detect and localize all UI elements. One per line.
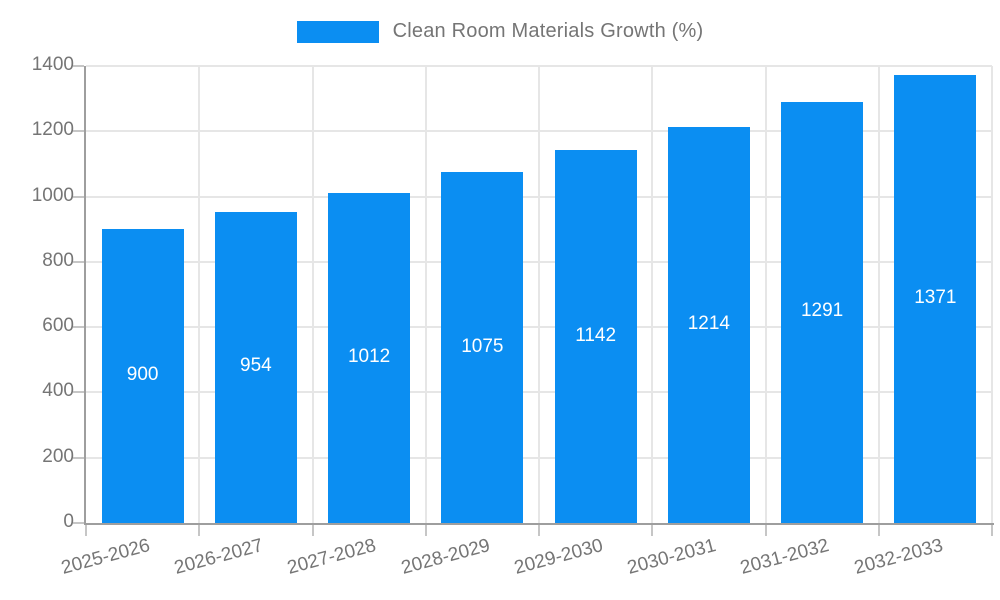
- plot-area: 0 200 400 600 800 1000 1200 1400 900 2025-2026 954…: [32, 54, 994, 579]
- y-axis-tick-label: 1200: [31, 119, 74, 141]
- y-axis-tick: [73, 130, 84, 133]
- x-axis-tick-label: 2028-2029: [398, 535, 492, 579]
- x-axis-line: [84, 523, 994, 525]
- x-axis-tick-label: 2026-2027: [172, 535, 266, 579]
- bar[interactable]: [101, 229, 184, 523]
- y-axis-tick-label: 400: [42, 380, 74, 402]
- y-axis-tick-label: 800: [42, 249, 74, 271]
- chart-legend[interactable]: Clean Room Materials Growth (%): [0, 20, 1000, 43]
- x-axis-tick: [85, 525, 87, 536]
- x-axis-tick: [424, 525, 427, 536]
- vertical-gridline: [991, 66, 993, 523]
- vertical-gridline: [651, 66, 654, 523]
- x-axis-tick-label: 2025-2026: [58, 535, 153, 579]
- x-axis-tick: [198, 525, 201, 536]
- bar[interactable]: [894, 75, 977, 523]
- bar[interactable]: [554, 150, 637, 523]
- bar[interactable]: [667, 126, 750, 523]
- bar-value-label: 954: [240, 355, 272, 377]
- x-axis-tick: [991, 525, 993, 536]
- legend-label: Clean Room Materials Growth (%): [392, 20, 704, 42]
- bar-value-label: 1012: [347, 345, 391, 367]
- y-axis-tick: [73, 391, 84, 394]
- legend-swatch-icon: [296, 20, 379, 43]
- x-axis-tick-label: 2030-2031: [625, 535, 719, 579]
- x-axis-tick: [311, 525, 314, 536]
- y-axis-tick: [73, 65, 84, 67]
- y-axis-tick: [73, 456, 84, 459]
- y-axis-tick: [73, 326, 84, 329]
- y-axis-tick-label: 1000: [31, 184, 74, 206]
- x-axis-tick: [764, 525, 767, 536]
- vertical-gridline: [198, 66, 201, 523]
- vertical-gridline: [311, 66, 314, 523]
- y-axis-tick-label: 0: [63, 511, 74, 532]
- y-axis-tick: [73, 195, 84, 198]
- vertical-gridline: [538, 66, 540, 523]
- bar-value-label: 1142: [575, 324, 617, 346]
- bar-value-label: 1371: [914, 287, 957, 309]
- vertical-gridline: [424, 66, 427, 523]
- vertical-gridline: [764, 66, 767, 523]
- bar-value-label: 1214: [687, 312, 731, 334]
- x-axis-tick: [877, 525, 880, 536]
- bar[interactable]: [328, 192, 411, 523]
- y-axis-line: [84, 66, 86, 525]
- y-axis-tick-label: 200: [42, 445, 74, 467]
- x-axis-tick-label: 2027-2028: [285, 535, 379, 579]
- bar-value-label: 1291: [800, 300, 844, 322]
- y-axis-tick: [73, 522, 84, 524]
- x-axis-tick: [538, 525, 540, 536]
- bar-value-label: 900: [126, 364, 159, 386]
- bar[interactable]: [214, 211, 297, 523]
- x-axis-tick: [651, 525, 654, 536]
- bar[interactable]: [781, 101, 864, 523]
- x-axis-tick-label: 2032-2033: [851, 535, 945, 579]
- bar[interactable]: [441, 172, 524, 523]
- y-axis-tick: [73, 260, 84, 263]
- vertical-gridline: [877, 66, 880, 523]
- x-axis-tick-label: 2031-2032: [738, 535, 832, 579]
- bar-value-label: 1075: [461, 335, 504, 357]
- y-axis-tick-label: 1400: [31, 54, 74, 75]
- x-axis-tick-label: 2029-2030: [511, 535, 606, 579]
- y-axis-tick-label: 600: [42, 315, 74, 337]
